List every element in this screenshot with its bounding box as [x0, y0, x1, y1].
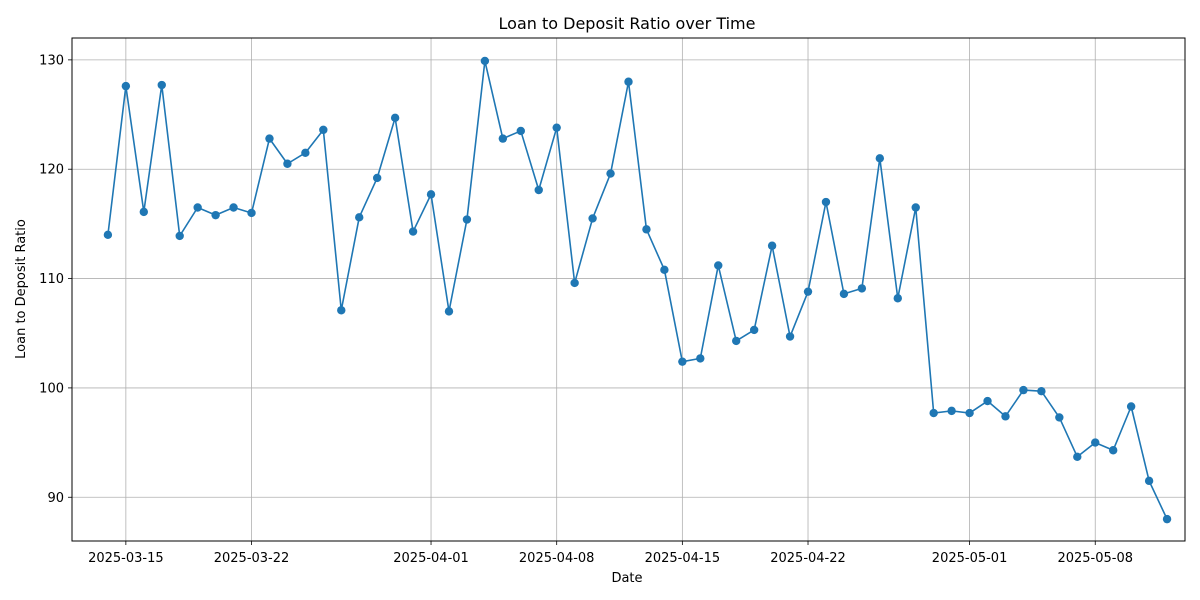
- data-point: [803, 287, 813, 296]
- data-point: [875, 154, 885, 163]
- data-point: [929, 408, 938, 418]
- series-line-layer: [107, 60, 1168, 520]
- data-point: [121, 81, 131, 91]
- data-point: [103, 230, 113, 240]
- data-point: [767, 241, 777, 250]
- data-point: [624, 77, 633, 86]
- data-point: [821, 197, 831, 207]
- data-points: [103, 56, 1172, 524]
- plot-area-frame: [71, 37, 1186, 542]
- data-point: [247, 208, 256, 218]
- data-point: [983, 396, 992, 406]
- data-point: [193, 203, 202, 212]
- data-point: [552, 123, 561, 132]
- data-point: [1055, 413, 1064, 422]
- x-tick-label: 2025-05-01: [932, 551, 1008, 566]
- data-point: [1001, 412, 1010, 421]
- x-tick-label: 2025-04-08: [519, 551, 595, 566]
- y-tick-label: 130: [39, 53, 64, 68]
- data-point: [1144, 476, 1154, 486]
- y-axis-label: Loan to Deposit Ratio: [14, 219, 29, 359]
- data-point: [355, 213, 364, 222]
- data-point: [157, 80, 166, 90]
- data-point: [229, 203, 238, 212]
- x-tick-label: 2025-03-22: [214, 551, 290, 566]
- data-point: [283, 159, 292, 168]
- data-point: [301, 148, 310, 158]
- grid-lines: [72, 38, 1185, 541]
- y-tick-label: 100: [39, 381, 64, 396]
- y-tick-label: 110: [39, 272, 64, 287]
- data-point: [749, 325, 759, 335]
- data-point: [1037, 386, 1046, 396]
- data-point: [732, 336, 741, 346]
- x-axis-ticks: 2025-03-15 2025-03-22 2025-04-01 2025-04-08…: [88, 541, 1133, 566]
- data-point: [839, 289, 849, 299]
- data-point: [785, 332, 795, 341]
- data-point: [534, 185, 543, 195]
- x-tick-label: 2025-03-15: [88, 551, 164, 566]
- x-tick-label: 2025-04-22: [770, 551, 846, 566]
- data-point: [570, 278, 579, 288]
- data-point: [211, 210, 220, 220]
- data-point: [265, 134, 274, 143]
- chart-title: Loan to Deposit Ratio over Time: [499, 14, 756, 33]
- data-point: [911, 203, 920, 212]
- x-axis-label: Date: [611, 571, 642, 586]
- data-point: [965, 408, 974, 418]
- y-tick-label: 90: [47, 491, 64, 506]
- data-point: [893, 294, 902, 303]
- data-point: [372, 173, 382, 183]
- data-point: [516, 126, 525, 136]
- data-point: [1162, 514, 1172, 524]
- data-point: [462, 215, 472, 224]
- data-point: [947, 406, 956, 416]
- data-point: [660, 265, 669, 275]
- series-line: [107, 60, 1168, 520]
- data-point: [588, 214, 597, 223]
- y-axis-ticks: 90 100 110 120 130: [39, 53, 72, 506]
- data-point: [1073, 452, 1082, 462]
- data-point: [319, 125, 328, 135]
- data-point: [606, 169, 615, 178]
- data-point: [642, 225, 651, 234]
- data-point: [714, 261, 723, 270]
- data-point: [426, 190, 436, 199]
- data-point: [408, 227, 418, 236]
- data-point: [696, 354, 705, 363]
- data-point: [139, 207, 149, 217]
- data-point: [678, 357, 687, 366]
- x-tick-label: 2025-04-15: [645, 551, 721, 566]
- data-point: [857, 284, 867, 293]
- data-point: [1126, 402, 1136, 411]
- data-point: [337, 306, 346, 315]
- data-point: [1019, 385, 1028, 395]
- x-tick-label: 2025-05-08: [1057, 551, 1133, 566]
- data-point: [1108, 446, 1118, 455]
- data-point: [175, 231, 184, 241]
- y-tick-label: 120: [39, 163, 64, 178]
- data-point: [498, 134, 508, 143]
- data-point: [390, 113, 400, 123]
- data-point: [480, 56, 490, 66]
- x-tick-label: 2025-04-01: [393, 551, 469, 566]
- data-point: [1091, 438, 1100, 447]
- data-point: [444, 307, 454, 316]
